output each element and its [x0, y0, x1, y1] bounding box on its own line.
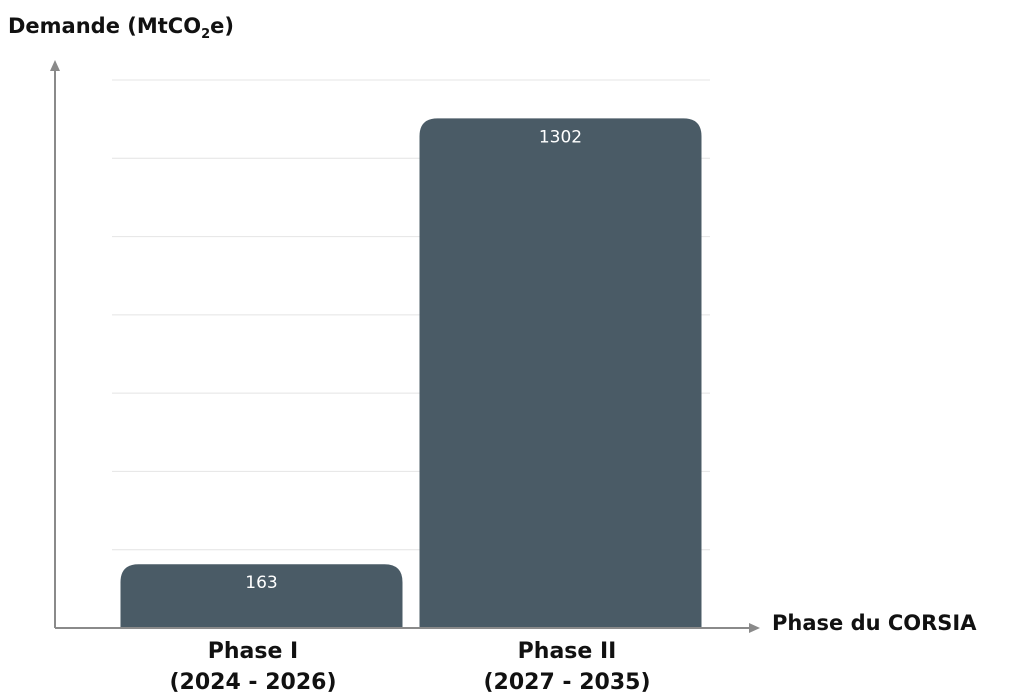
category-label-phase-1-period: (2024 - 2026) [169, 670, 337, 695]
category-label-phase-1: Phase I (2024 - 2026) [103, 636, 403, 698]
category-label-phase-2: Phase II (2027 - 2035) [417, 636, 717, 698]
bars [120, 118, 702, 629]
data-label-2: 1302 [539, 127, 582, 147]
data-label-1: 163 [245, 573, 277, 593]
x-axis-label: Phase du CORSIA [772, 611, 977, 635]
category-label-phase-2-name: Phase II [517, 639, 617, 664]
x-axis-arrow [749, 623, 760, 633]
y-axis-label: Demande (MtCO2e) [8, 14, 234, 43]
data-labels: 163 1302 [245, 127, 582, 593]
category-label-phase-1-name: Phase I [207, 639, 299, 664]
bar-1 [120, 564, 403, 628]
category-label-phase-2-period: (2027 - 2035) [483, 670, 651, 695]
y-axis-arrow [50, 60, 60, 71]
gridlines [112, 79, 710, 551]
bar-2 [419, 118, 702, 629]
